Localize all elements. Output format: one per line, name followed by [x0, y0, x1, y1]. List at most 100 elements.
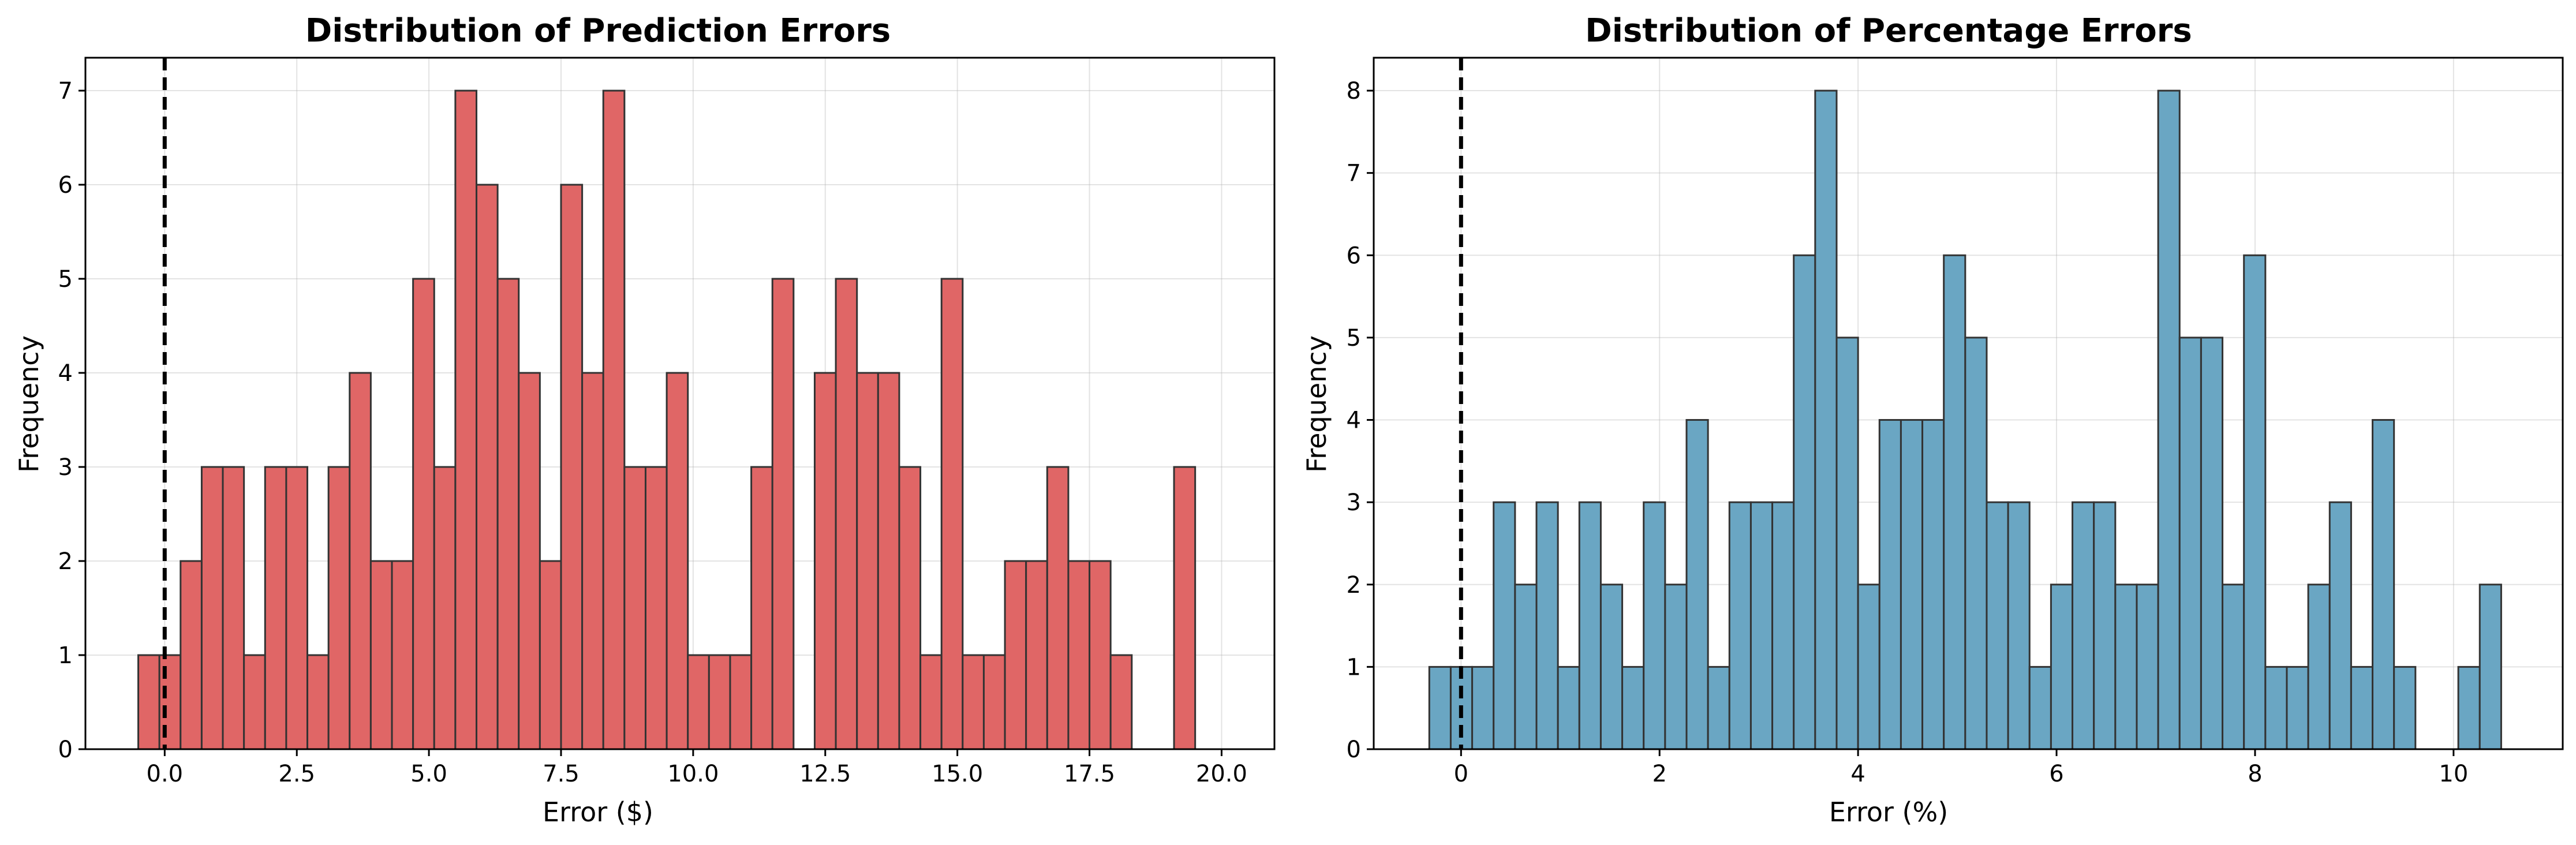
histogram-bar: [433, 466, 457, 750]
histogram-bar: [412, 278, 435, 750]
y-tick-label: 8: [1347, 78, 1361, 104]
x-axis-label: Error (%): [1829, 797, 1948, 828]
histogram-bar: [369, 560, 393, 750]
x-tick-label: 7.5: [543, 761, 579, 787]
y-axis-label: Frequency: [1301, 335, 1332, 473]
x-tick-label: 4: [1850, 761, 1865, 787]
histogram-bar: [1685, 419, 1709, 750]
histogram-bar: [1986, 501, 2009, 750]
histogram-bar: [2222, 584, 2245, 750]
histogram-bar: [137, 654, 160, 750]
percentage-errors-panel: 0 2 4 6 8 10 0 1 2 3 4 5 6 7 8 Distribution of Percent…: [1301, 12, 2564, 828]
x-tick-label: 15.0: [932, 761, 983, 787]
x-tick-label: 2.5: [278, 761, 315, 787]
x-axis-label: Error ($): [543, 797, 653, 828]
y-tick-label: 2: [58, 548, 73, 575]
histogram-bar: [1835, 336, 1859, 750]
histogram-bar: [496, 278, 520, 750]
histogram-bar: [644, 466, 668, 750]
x-tick-label: 17.5: [1064, 761, 1115, 787]
x-tick-label: 5.0: [410, 761, 447, 787]
histogram-bar: [1943, 254, 1966, 750]
histogram-bar: [708, 654, 731, 750]
histogram-bar: [1428, 665, 1452, 750]
histogram-bar: [1173, 466, 1197, 750]
histogram-bar: [1728, 501, 1752, 750]
histogram-bar: [2200, 336, 2224, 750]
histogram-bar: [243, 654, 266, 750]
histogram-bar: [919, 654, 943, 750]
y-tick-label: 4: [1347, 407, 1361, 434]
histogram-bar: [771, 278, 795, 750]
chart-title: Distribution of Prediction Errors: [305, 12, 891, 50]
chart-title: Distribution of Percentage Errors: [1585, 12, 2192, 50]
histogram-bar: [539, 560, 562, 750]
histogram-bar: [623, 466, 646, 750]
histogram-bar: [264, 466, 287, 750]
histogram-bar: [1814, 89, 1838, 750]
histogram-bar: [2286, 665, 2309, 750]
histogram-bar: [454, 89, 478, 750]
histogram-bar: [222, 466, 245, 750]
histogram-bar: [1857, 584, 1880, 750]
histogram-bar: [391, 560, 414, 750]
histogram-bar: [1664, 584, 1688, 750]
histogram-bar: [898, 466, 922, 750]
y-tick-label: 7: [1347, 160, 1361, 187]
histogram-bar: [560, 184, 584, 750]
histogram-bar: [750, 466, 773, 750]
histogram-bar: [1707, 665, 1730, 750]
histogram-bar: [962, 654, 985, 750]
histogram-bar: [1921, 419, 1945, 750]
y-axis-label: Frequency: [13, 335, 44, 473]
histogram-bar: [666, 372, 689, 750]
y-tick-label: 1: [58, 642, 73, 669]
histogram-bar: [2372, 419, 2395, 750]
histogram-bar: [2457, 665, 2481, 750]
histogram-bar: [158, 654, 182, 750]
y-tick-label: 0: [1347, 736, 1361, 763]
histogram-bar: [2157, 89, 2181, 750]
histogram-bar: [1557, 665, 1580, 750]
histogram-bar: [1109, 654, 1133, 750]
histogram-bar: [2007, 501, 2031, 750]
histogram-bar: [1964, 336, 1988, 750]
histogram-bar: [1793, 254, 1816, 750]
y-tick-label: 5: [58, 266, 73, 293]
y-tick-label: 6: [58, 172, 73, 199]
histogram-bar: [1621, 665, 1645, 750]
x-tick-label: 20.0: [1196, 761, 1247, 787]
y-tick-label: 0: [58, 736, 73, 763]
histogram-bar: [813, 372, 837, 750]
y-tick-label: 6: [1347, 242, 1361, 269]
y-tick-label: 3: [1347, 489, 1361, 516]
x-tick-label: 10.0: [667, 761, 719, 787]
histogram-bar: [2178, 336, 2202, 750]
histogram-bar: [687, 654, 710, 750]
histogram-bar: [2478, 584, 2502, 750]
histogram-bar: [1749, 501, 1774, 750]
histogram-bar: [1004, 560, 1027, 750]
x-tick-label: 8: [2248, 761, 2262, 787]
histogram-bar: [1599, 584, 1624, 750]
histogram-bar: [2093, 501, 2117, 750]
histogram-bar: [940, 278, 964, 750]
histogram-bar: [856, 372, 879, 750]
histogram-bar: [518, 372, 541, 750]
histogram-bar: [1514, 584, 1538, 750]
histogram-bar: [1878, 419, 1902, 750]
histogram-bar: [476, 184, 499, 750]
x-tick-label: 10: [2439, 761, 2468, 787]
histogram-bar: [285, 466, 309, 750]
histogram-bar: [1535, 501, 1559, 750]
histogram-bar: [2243, 254, 2267, 750]
histogram-bar: [2307, 584, 2331, 750]
histogram-bar: [1046, 466, 1070, 750]
x-tick-label: 0.0: [147, 761, 184, 787]
histogram-bar: [1025, 560, 1048, 750]
x-tick-label: 12.5: [799, 761, 851, 787]
axes-frame: [84, 57, 1276, 750]
histogram-bar: [180, 560, 203, 750]
histogram-bar: [835, 278, 858, 750]
